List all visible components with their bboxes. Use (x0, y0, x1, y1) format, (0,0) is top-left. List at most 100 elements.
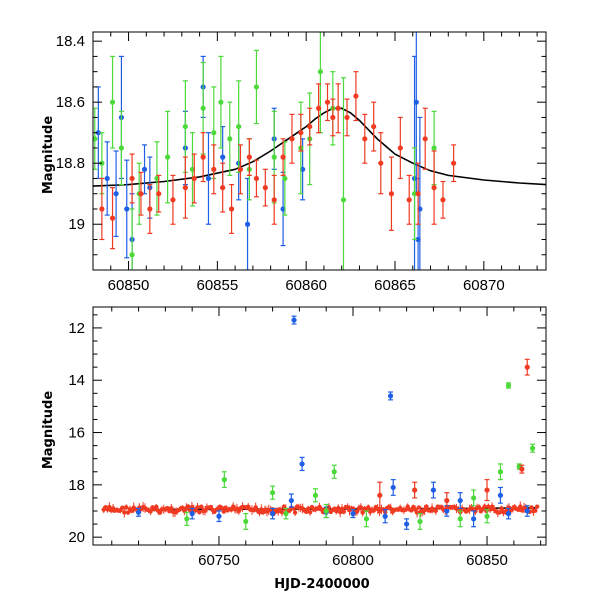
red-point (440, 197, 446, 203)
red-point (378, 160, 384, 166)
baseline-point (199, 504, 204, 509)
bottom-panel: 60750 60800 60850 12 14 16 18 20 (68, 306, 547, 569)
red-point (335, 105, 341, 111)
red-point (307, 123, 313, 130)
red-point (519, 466, 525, 472)
blue-point (141, 166, 148, 172)
green-point (243, 518, 249, 525)
baseline-point (337, 509, 343, 515)
baseline-point (336, 505, 341, 511)
red-point (156, 191, 162, 197)
red-point (412, 487, 418, 493)
blue-point (124, 206, 130, 212)
red-point (182, 185, 188, 191)
baseline-point (497, 510, 502, 515)
baseline-point (424, 504, 429, 509)
bottom-y-axis-label: Magnitude (41, 391, 56, 470)
red-point (362, 136, 368, 142)
red-point (253, 175, 260, 182)
baseline-point (185, 504, 191, 509)
green-point (109, 99, 116, 105)
blue-point (387, 393, 394, 399)
blue-point (505, 511, 512, 517)
blue-point (350, 511, 356, 517)
plot-frame (92, 306, 547, 546)
red-point (444, 497, 450, 504)
green-point (457, 516, 463, 522)
green-point (363, 516, 370, 522)
green-point (227, 136, 233, 142)
red-point (298, 130, 304, 136)
green-point (182, 123, 188, 130)
red-point (170, 197, 176, 203)
red-point (147, 206, 153, 212)
baseline-point (422, 507, 427, 513)
green-point (129, 252, 135, 258)
model-curve (93, 107, 546, 187)
baseline-point (518, 504, 523, 509)
green-point (317, 69, 323, 75)
baseline-point (354, 509, 360, 514)
red-point (524, 364, 530, 370)
red-point (220, 185, 226, 191)
baseline-point (195, 505, 200, 510)
blue-point (135, 509, 142, 515)
y-tick-label: 14 (68, 372, 85, 389)
baseline-point (169, 506, 174, 511)
baseline-point (120, 505, 125, 510)
blue-point (205, 175, 212, 182)
y-tick-label: 18.6 (56, 94, 85, 111)
red-point (200, 154, 206, 160)
green-point (312, 492, 319, 498)
blue-point (269, 511, 276, 517)
x-tick-label: 60855 (196, 277, 238, 294)
green-point (484, 513, 490, 519)
red-point (330, 114, 336, 121)
green-point (211, 130, 217, 136)
baseline-point (482, 504, 487, 509)
top-y-axis-label: Magnitude (41, 116, 56, 195)
baseline-point (358, 505, 363, 510)
green-point (200, 105, 206, 111)
blue-point (95, 130, 101, 136)
green-point (93, 136, 98, 142)
baseline-point (197, 509, 202, 515)
red-point (415, 191, 421, 197)
blue-point (457, 497, 463, 504)
bottom-x-axis-label: HJD-2400000 (274, 577, 369, 592)
blue-point (291, 317, 297, 323)
baseline-point (219, 505, 225, 511)
red-point (484, 487, 490, 493)
green-point (236, 123, 242, 130)
red-point (246, 154, 252, 160)
red-point (422, 136, 428, 142)
green-point (253, 84, 260, 90)
red-point (316, 105, 322, 111)
blue-point (430, 487, 437, 493)
green-point (417, 518, 423, 525)
red-point (377, 492, 383, 498)
blue-point (524, 508, 530, 514)
x-tick-label: 60850 (108, 277, 150, 294)
x-tick-label: 60800 (332, 552, 374, 569)
baseline-point (279, 509, 285, 515)
baseline-point (125, 510, 131, 515)
baseline-point (326, 505, 332, 510)
red-point (109, 215, 116, 221)
green-point (505, 382, 512, 389)
red-point (237, 166, 244, 172)
red-point (353, 93, 359, 99)
green-point (282, 175, 288, 182)
blue-point (404, 521, 410, 527)
blue-point (382, 513, 388, 519)
baseline-point (534, 504, 540, 509)
green-point (218, 99, 224, 105)
top-panel: 60850 60855 60860 60865 60870 18.4 18.6 18.8 19 (56, 31, 547, 294)
red-point (271, 197, 277, 203)
blue-point (189, 511, 195, 517)
baseline-point (341, 509, 347, 514)
baseline-point (499, 506, 504, 511)
baseline-point (122, 510, 127, 515)
red-point (228, 206, 235, 212)
